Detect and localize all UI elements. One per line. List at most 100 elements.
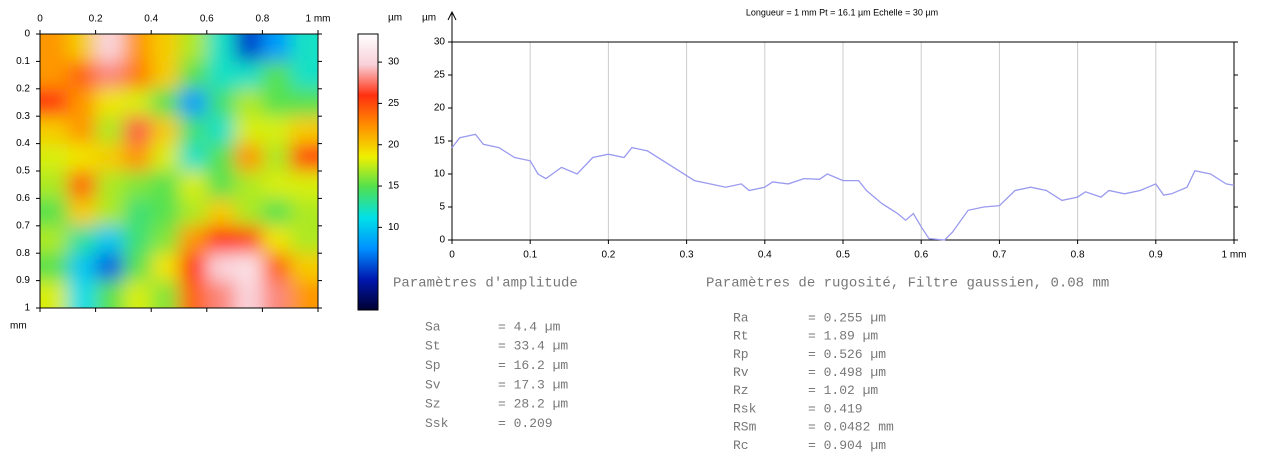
- section-title: Paramètres de rugosité, Filtre gaussien,…: [706, 276, 1109, 292]
- cell: [290, 253, 318, 282]
- colorbar-tick-label: 15: [388, 181, 400, 192]
- param-value: = 0.255 µm: [808, 310, 886, 325]
- y-tick-label: 0.8: [16, 248, 30, 259]
- x-tick-label: 0.2: [601, 250, 615, 261]
- cell: [290, 34, 318, 62]
- cell: [95, 116, 124, 145]
- cell: [206, 280, 236, 308]
- cell: [40, 88, 69, 117]
- cell: [206, 171, 236, 199]
- param-name: Sv: [425, 377, 441, 392]
- cell: [234, 198, 263, 227]
- y-tick-label: 0.3: [16, 111, 30, 122]
- cell: [151, 253, 180, 282]
- cell: [206, 253, 236, 282]
- x-tick-label: 0.6: [914, 250, 928, 261]
- cell: [206, 198, 236, 227]
- profile-line: [451, 133, 1235, 241]
- param-name: Ra: [733, 310, 749, 325]
- cell: [262, 61, 291, 90]
- cell: [290, 88, 318, 117]
- param-name: Rt: [733, 329, 749, 344]
- cell: [290, 198, 318, 227]
- cell: [95, 280, 124, 308]
- cell: [179, 280, 208, 308]
- cell: [151, 198, 180, 227]
- param-name: Rv: [733, 365, 749, 380]
- cell: [123, 61, 152, 90]
- cell: [234, 171, 263, 199]
- cell: [206, 116, 236, 145]
- y-tick-label: 15: [434, 136, 446, 147]
- y-tick-label: 0.6: [16, 193, 30, 204]
- cell: [95, 225, 124, 254]
- cell: [151, 280, 180, 308]
- cell: [179, 171, 208, 199]
- cell: [123, 116, 152, 145]
- cell: [67, 116, 97, 145]
- x-tick-label: 0.3: [680, 250, 694, 261]
- cell: [206, 88, 236, 117]
- param-value: = 0.209: [498, 416, 553, 431]
- cell: [67, 225, 97, 254]
- cell: [123, 34, 152, 62]
- param-name: RSm: [733, 420, 757, 435]
- cell: [179, 143, 208, 172]
- cell: [67, 171, 97, 199]
- colorbar-tick-label: 20: [388, 139, 400, 150]
- cell: [67, 88, 97, 117]
- cell: [151, 143, 180, 172]
- cell: [179, 253, 208, 282]
- cell: [179, 225, 208, 254]
- cell: [179, 61, 208, 90]
- cell: [262, 280, 291, 308]
- cell: [234, 225, 263, 254]
- x-tick-label: 0.8: [255, 14, 269, 25]
- cell: [40, 143, 69, 172]
- y-tick-label: 30: [434, 37, 446, 48]
- y-tick-label: 20: [434, 103, 446, 114]
- x-tick-label: 0.2: [89, 14, 103, 25]
- x-tick-label: 1 mm: [1222, 250, 1247, 261]
- colorbar-tick-label: 30: [388, 57, 400, 68]
- cell: [40, 34, 69, 62]
- param-value: = 1.89 µm: [808, 329, 878, 344]
- cell: [67, 34, 97, 62]
- cell: [262, 88, 291, 117]
- cell: [290, 61, 318, 90]
- colorbar-tick-label: 25: [388, 98, 400, 109]
- cell: [40, 198, 69, 227]
- cell: [206, 61, 236, 90]
- param-value: = 0.904 µm: [808, 438, 886, 453]
- param-value: = 28.2 µm: [498, 397, 568, 412]
- y-tick-label: 0.2: [16, 83, 30, 94]
- param-value: = 33.4 µm: [498, 339, 568, 354]
- cell: [67, 280, 97, 308]
- cell: [290, 171, 318, 199]
- cell: [123, 225, 152, 254]
- cell: [290, 280, 318, 308]
- y-tick-label: 10: [434, 169, 446, 180]
- cell: [262, 143, 291, 172]
- param-name: St: [425, 339, 441, 354]
- cell: [67, 198, 97, 227]
- x-tick-label: 0: [449, 250, 455, 261]
- cell: [40, 171, 69, 199]
- cell: [234, 253, 263, 282]
- x-tick-label: 0.9: [1149, 250, 1163, 261]
- param-value: = 16.2 µm: [498, 358, 568, 373]
- y-tick-label: 0: [439, 235, 445, 246]
- y-tick-label: 0.7: [16, 220, 30, 231]
- y-tick-label: 0.1: [16, 56, 30, 67]
- y-unit: mm: [10, 321, 27, 332]
- y-tick-label: 0.9: [16, 275, 30, 286]
- cell: [206, 143, 236, 172]
- cell: [67, 143, 97, 172]
- param-value: = 17.3 µm: [498, 377, 568, 392]
- cell: [151, 61, 180, 90]
- cell: [40, 280, 69, 308]
- param-name: Ssk: [425, 416, 449, 431]
- y-tick-label: 25: [434, 70, 446, 81]
- cell: [95, 88, 124, 117]
